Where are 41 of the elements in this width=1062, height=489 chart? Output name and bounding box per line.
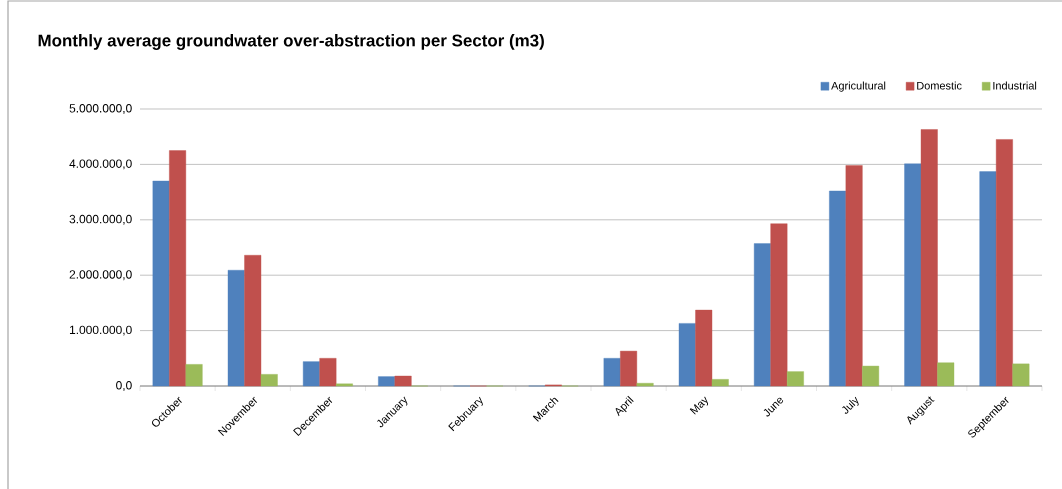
bar (753, 243, 771, 387)
x-tick-label: July (842, 396, 859, 414)
bar (1012, 363, 1030, 387)
bar (695, 309, 713, 387)
x-tick-label: May (689, 396, 709, 415)
bar (152, 180, 170, 387)
y-tick-label: 3.000.000,0 (69, 214, 132, 225)
bar (260, 374, 278, 387)
y-tick-label: 5.000.000,0 (69, 104, 132, 114)
bar (185, 364, 203, 387)
bar (302, 361, 320, 387)
bar (979, 171, 997, 387)
bar (904, 163, 922, 387)
bar (378, 376, 396, 387)
chart-title: Monthly average groundwater over-abstraction per Sector (m3) (38, 34, 544, 50)
bar (845, 165, 863, 387)
bar (244, 255, 262, 387)
legend-label: Agricultural (831, 81, 886, 92)
y-tick-label: 1.000.000,0 (69, 325, 132, 336)
bar (920, 129, 938, 387)
bar (829, 190, 847, 387)
y-tick-label: 2.000.000,0 (69, 270, 132, 281)
y-tick-label: 4.000.000,0 (69, 159, 132, 170)
bar (636, 383, 654, 387)
legend-label: Domestic (917, 81, 962, 90)
bar (227, 270, 245, 387)
bar (995, 139, 1013, 387)
bar (169, 150, 187, 387)
bar (319, 358, 337, 387)
bar (335, 383, 353, 387)
bar (394, 375, 412, 387)
bar (937, 362, 955, 387)
bar (862, 365, 880, 387)
bar (603, 358, 621, 387)
bar (678, 323, 696, 387)
y-tick-label: 0,0 (116, 381, 132, 391)
bar (711, 379, 729, 387)
bar (620, 350, 638, 387)
bar (770, 223, 788, 387)
legend-label: Industrial (993, 81, 1037, 90)
bar (786, 371, 804, 387)
